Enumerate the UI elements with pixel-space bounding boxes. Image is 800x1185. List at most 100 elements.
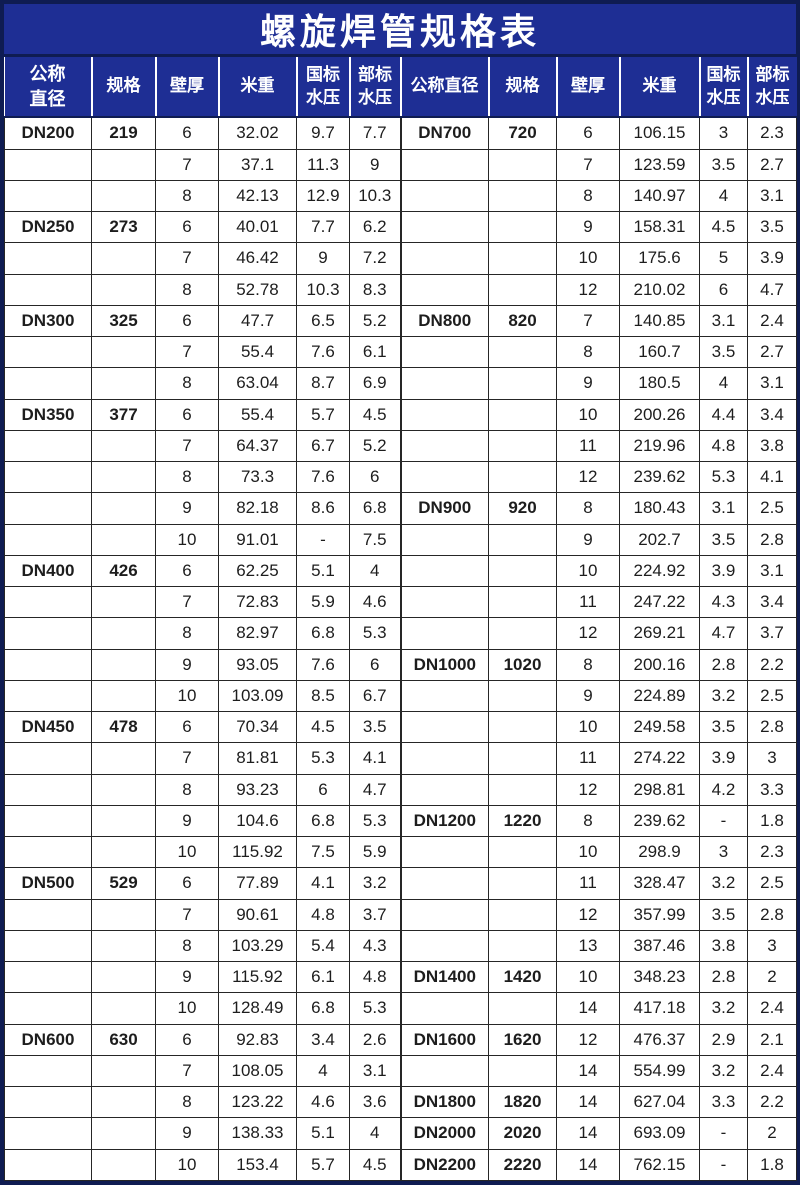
cell: 153.4: [218, 1148, 297, 1181]
cell: 3.7: [747, 617, 797, 650]
cell: 7: [155, 335, 219, 369]
cell: 8: [155, 617, 219, 650]
cell: 6.5: [296, 304, 350, 338]
cell: [4, 742, 92, 775]
cell: 2.8: [699, 648, 748, 681]
cell: [4, 429, 92, 463]
cell: 6: [699, 273, 748, 306]
cell: 2.7: [747, 148, 797, 181]
cell: [91, 648, 156, 681]
cell: 4.8: [296, 898, 350, 931]
cell: 4.7: [747, 273, 797, 306]
cell: 5.7: [296, 398, 350, 431]
cell: 82.18: [218, 492, 297, 525]
table-row: 8 42.13 12.9 10.3 8 140.97 4 3.1: [4, 179, 797, 213]
table-row: DN350 377 6 55.4 5.7 4.5 10 200.26 4.4 3.4: [4, 398, 797, 431]
cell: 2.8: [699, 960, 748, 994]
cell: 2.5: [747, 679, 797, 713]
cell: [91, 429, 156, 463]
cell: 6: [155, 554, 219, 588]
cell: 8.5: [296, 679, 350, 713]
cell: [488, 710, 557, 744]
cell: 1220: [488, 804, 557, 838]
cell: 4.5: [296, 710, 350, 744]
cell: 3.2: [699, 867, 748, 900]
table-row: 7 72.83 5.9 4.6 11 247.22 4.3 3.4: [4, 585, 797, 619]
cell: 224.92: [619, 554, 700, 588]
cell: 11: [556, 742, 620, 775]
cell: 7.6: [296, 648, 350, 681]
cell: 13: [556, 929, 620, 963]
cell: 12: [556, 460, 620, 494]
table-row: 9 115.92 6.1 4.8 DN1400 1420 10 348.23 2.8 2: [4, 960, 797, 994]
cell: 10: [155, 1148, 219, 1181]
cell: 4.8: [349, 960, 401, 994]
cell: DN600: [4, 1023, 92, 1056]
cell: [91, 523, 156, 556]
cell: 10: [155, 679, 219, 713]
cell: [4, 773, 92, 806]
table-row: 10 128.49 6.8 5.3 14 417.18 3.2 2.4: [4, 992, 797, 1025]
cell: 693.09: [619, 1117, 700, 1150]
cell: 180.43: [619, 492, 700, 525]
table-row: 8 52.78 10.3 8.3 12 210.02 6 4.7: [4, 273, 797, 306]
cell: 7.2: [349, 242, 401, 275]
cell: 529: [91, 867, 156, 900]
cell: 10: [155, 835, 219, 869]
cell: DN400: [4, 554, 92, 588]
cell: 6: [349, 648, 401, 681]
cell: 10: [556, 710, 620, 744]
cell: [91, 804, 156, 838]
cell: 10: [556, 242, 620, 275]
cell: [91, 1085, 156, 1119]
cell: 3: [699, 835, 748, 869]
cell: 4.3: [349, 929, 401, 963]
cell: [4, 648, 92, 681]
cell: 7: [155, 242, 219, 275]
cell: 6: [556, 116, 620, 150]
cell: 8.6: [296, 492, 350, 525]
cell: 4.7: [349, 773, 401, 806]
cell: [488, 460, 557, 494]
cell: 77.89: [218, 867, 297, 900]
cell: 325: [91, 304, 156, 338]
cell: 247.22: [619, 585, 700, 619]
cell: [4, 585, 92, 619]
cell: 3.4: [747, 585, 797, 619]
cell: 3.2: [699, 1054, 748, 1088]
cell: 9: [155, 1117, 219, 1150]
cell: 9: [296, 242, 350, 275]
column-header: 壁厚: [154, 57, 219, 118]
cell: [399, 148, 489, 181]
cell: 12: [556, 898, 620, 931]
cell: 200.26: [619, 398, 700, 431]
cell: 62.25: [218, 554, 297, 588]
cell: 11: [556, 429, 620, 463]
cell: 70.34: [218, 710, 297, 744]
cell: [399, 523, 489, 556]
cell: [91, 148, 156, 181]
cell: 1.8: [747, 804, 797, 838]
cell: [91, 460, 156, 494]
column-header: 国标 水压: [295, 57, 350, 118]
cell: [399, 398, 489, 431]
cell: 2.5: [747, 867, 797, 900]
cell: 2.8: [747, 710, 797, 744]
cell: [488, 898, 557, 931]
cell: 224.89: [619, 679, 700, 713]
cell: [4, 179, 92, 213]
cell: 4: [296, 1054, 350, 1088]
cell: 115.92: [218, 960, 297, 994]
cell: 1620: [488, 1023, 557, 1056]
cell: 3: [747, 929, 797, 963]
cell: 3.1: [747, 367, 797, 400]
cell: 387.46: [619, 929, 700, 963]
cell: 82.97: [218, 617, 297, 650]
cell: 3.5: [349, 710, 401, 744]
table-row: 7 64.37 6.7 5.2 11 219.96 4.8 3.8: [4, 429, 797, 463]
column-header: 公称直径: [4, 57, 92, 118]
cell: 6: [155, 1023, 219, 1056]
cell: 3.6: [349, 1085, 401, 1119]
table-row: 7 37.1 11.3 9 7 123.59 3.5 2.7: [4, 148, 797, 181]
